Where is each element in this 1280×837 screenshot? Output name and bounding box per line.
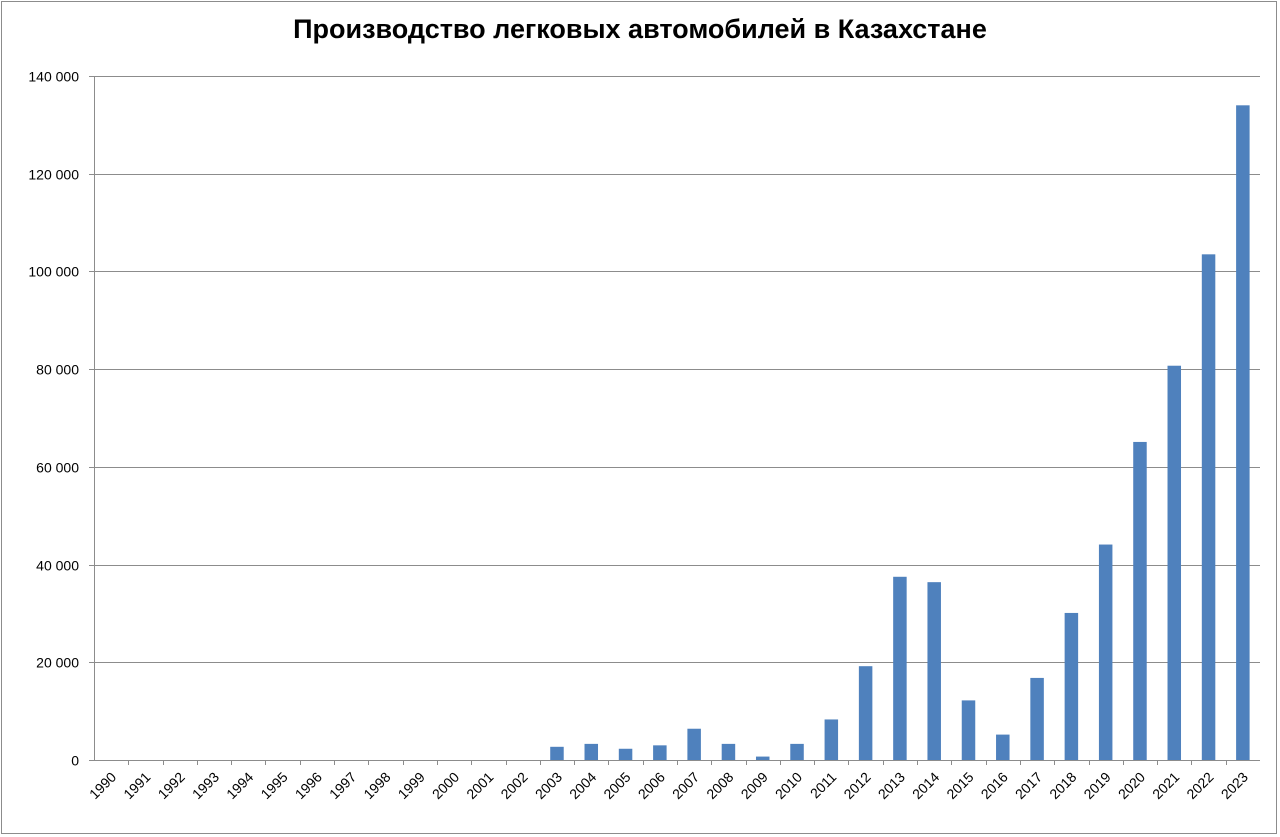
bar-2005 — [618, 748, 633, 760]
x-tick-label: 1992 — [155, 769, 188, 802]
y-tick-label: 120 000 — [28, 167, 79, 183]
x-tick-label: 2019 — [1080, 769, 1113, 802]
x-tick-label: 2017 — [1012, 769, 1045, 802]
y-tick-label: 60 000 — [36, 460, 79, 476]
x-tick-label: 2011 — [807, 769, 840, 802]
bar-2023 — [1236, 105, 1250, 761]
bar-2014 — [927, 582, 941, 760]
x-tick-label: 2008 — [703, 769, 736, 802]
bar-2009 — [755, 756, 770, 760]
x-tick-label: 2014 — [909, 769, 942, 802]
bar-2020 — [1133, 441, 1147, 760]
y-tick-label: 100 000 — [28, 264, 79, 280]
x-tick-label: 1994 — [223, 769, 256, 802]
x-tick-label: 2018 — [1046, 769, 1079, 802]
x-tick-label: 2016 — [978, 769, 1011, 802]
bar-2021 — [1167, 365, 1182, 760]
y-tick-label: 20 000 — [36, 655, 79, 671]
x-tick-label: 2002 — [497, 769, 530, 802]
x-tick-label: 2007 — [669, 769, 702, 802]
bar-2004 — [584, 743, 599, 760]
x-tick-label: 2015 — [943, 769, 976, 802]
x-tick-label: 1993 — [189, 769, 222, 802]
y-tick-label: 140 000 — [28, 69, 79, 85]
bar-2010 — [790, 743, 804, 760]
bar-2008 — [721, 743, 736, 760]
y-tick-label: 40 000 — [36, 558, 79, 574]
x-tick-label: 2004 — [566, 769, 599, 802]
x-tick-label: 2022 — [1183, 769, 1216, 802]
x-tick-label: 2003 — [532, 769, 565, 802]
bar-2007 — [687, 728, 701, 760]
bar-2013 — [893, 576, 907, 760]
y-tick-label: 0 — [71, 753, 79, 769]
x-tick-label: 2021 — [1149, 769, 1182, 802]
bars — [550, 105, 1250, 761]
bar-2016 — [996, 734, 1010, 760]
bar-2006 — [653, 745, 667, 760]
x-tick-label: 2012 — [840, 769, 873, 802]
gridlines — [94, 76, 1260, 663]
y-tick-labels: 0 20 000 40 000 60 000 80 000 100 000 120 000 1… — [28, 69, 79, 769]
x-tick-label: 2013 — [875, 769, 908, 802]
bar-2015 — [961, 700, 976, 760]
x-tick-label: 2009 — [738, 769, 771, 802]
bar-2019 — [1098, 544, 1113, 760]
x-tick-label: 1997 — [326, 769, 359, 802]
x-tick-label: 1991 — [120, 769, 153, 802]
bar-2018 — [1064, 612, 1079, 760]
x-tick-label: 2006 — [635, 769, 668, 802]
x-tick-label: 1996 — [292, 769, 325, 802]
x-tick-label: 1995 — [257, 769, 290, 802]
x-tick-label: 2001 — [463, 769, 496, 802]
bar-2011 — [824, 719, 839, 760]
y-tick-label: 80 000 — [36, 362, 79, 378]
bar-2012 — [858, 666, 873, 760]
x-tick-labels: 1990 1991 1992 1993 1994 1995 1996 1997 1998 1999… — [86, 769, 1251, 802]
bar-2003 — [550, 746, 564, 760]
x-tick-label: 1990 — [86, 769, 119, 802]
x-tick-label: 2010 — [772, 769, 805, 802]
x-tick-label: 1999 — [395, 769, 428, 802]
chart-title: Производство легковых автомобилей в Каза… — [293, 14, 987, 44]
axes — [89, 76, 1260, 765]
bar-2022 — [1201, 254, 1216, 761]
x-tick-label: 1998 — [360, 769, 393, 802]
x-tick-label: 2005 — [600, 769, 633, 802]
x-tick-label: 2020 — [1115, 769, 1148, 802]
x-tick-label: 2023 — [1218, 769, 1251, 802]
x-tick-label: 2000 — [429, 769, 462, 802]
bar-2017 — [1030, 677, 1044, 760]
